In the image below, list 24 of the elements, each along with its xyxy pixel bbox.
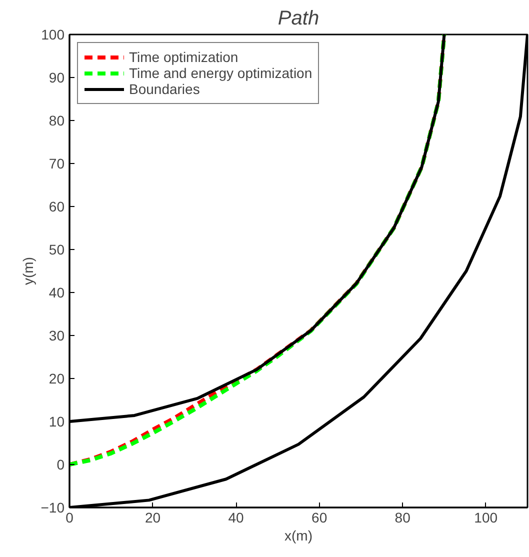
x-tick-label: 100 [474, 510, 498, 526]
y-tick-label: 70 [48, 156, 65, 172]
y-tick-label: 80 [48, 112, 65, 128]
y-axis-title: y(m) [20, 256, 36, 285]
legend-label: Time and energy optimization [129, 65, 312, 81]
x-tick-label: 80 [394, 510, 411, 526]
y-tick-label: 30 [48, 328, 65, 344]
y-tick-label: 60 [48, 198, 65, 214]
y-tick-label: 50 [48, 242, 65, 258]
x-tick-label: 40 [228, 510, 244, 526]
x-tick-label: 60 [312, 510, 328, 526]
y-tick-label: 100 [41, 26, 65, 42]
legend-label: Boundaries [129, 81, 200, 97]
y-tick-label: −10 [40, 500, 65, 516]
y-tick-label: 0 [56, 456, 65, 472]
chart-title: Path [278, 8, 320, 30]
line-series [70, 34, 446, 466]
y-tick-label: 90 [48, 70, 65, 86]
y-tick-label: 10 [48, 414, 65, 430]
y-tick-label: 20 [48, 370, 65, 386]
x-tick-label: 20 [144, 510, 161, 526]
legend-label: Time optimization [129, 49, 238, 65]
x-axis-title: x(m) [284, 528, 313, 544]
y-tick-label: 40 [48, 284, 65, 300]
